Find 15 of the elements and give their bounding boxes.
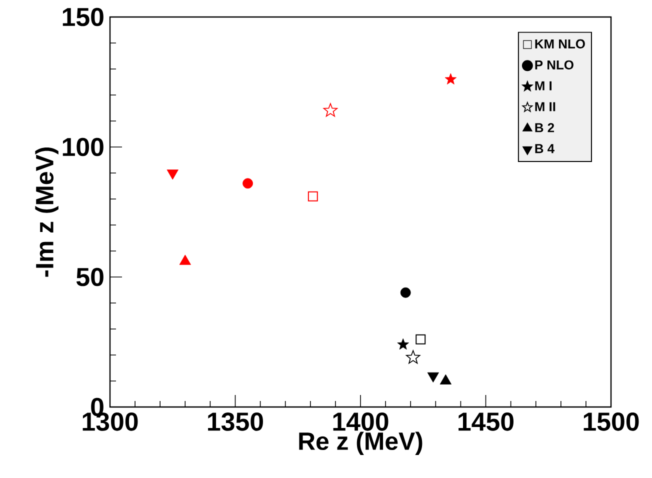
x-tick-label: 1500 bbox=[584, 412, 639, 431]
y-tick-label: 100 bbox=[62, 138, 104, 156]
y-tick-label: 150 bbox=[62, 8, 104, 26]
legend-label: B 2 bbox=[535, 123, 554, 132]
y-axis-title: -Im z (MeV) bbox=[35, 148, 58, 277]
legend-label: B 4 bbox=[535, 144, 554, 154]
legend-label: P NLO bbox=[535, 60, 574, 70]
x-tick-label: 1450 bbox=[458, 412, 514, 431]
legend-label: M I bbox=[535, 81, 552, 90]
x-axis-title: Re z (MeV) bbox=[299, 432, 422, 455]
x-tick-label: 1400 bbox=[333, 412, 388, 431]
y-tick-label: 50 bbox=[76, 268, 104, 286]
x-tick-label: 1350 bbox=[208, 412, 263, 431]
legend-label: M II bbox=[535, 102, 556, 112]
legend-label: KM NLO bbox=[535, 39, 585, 48]
